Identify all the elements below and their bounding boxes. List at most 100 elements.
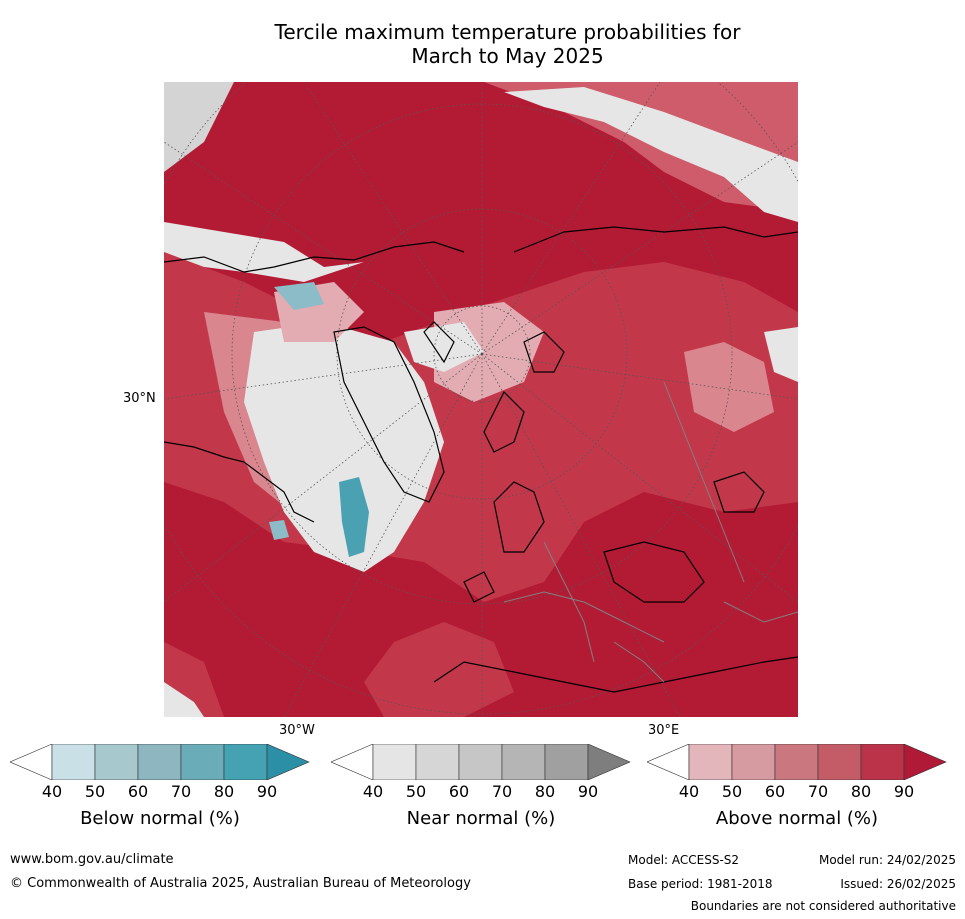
near-normal-area-north-atlantic — [164, 222, 364, 282]
near-normal-area-siberia — [764, 327, 798, 382]
footer-disclaimer: Boundaries are not considered authoritat… — [690, 899, 956, 913]
footer-base-period: Base period: 1981-2018 — [628, 877, 773, 891]
near-swatch-5 — [544, 744, 589, 780]
coast-svalbard-west — [423, 321, 455, 364]
chart-title: Tercile maximum temperature probabilitie… — [200, 20, 815, 68]
footer-model-run: Model run: 24/02/2025 — [818, 853, 956, 867]
footer-url[interactable]: www.bom.gov.au/climate — [10, 852, 174, 867]
border-russia-west — [663, 381, 745, 583]
above-swatch-3 — [774, 744, 819, 780]
near-swatch-2 — [415, 744, 460, 780]
above-swatch-2 — [731, 744, 776, 780]
below-swatch-5 — [223, 744, 268, 780]
above-tick-40: 40 — [678, 782, 700, 801]
below-swatch-2 — [94, 744, 139, 780]
title-line-2: March to May 2025 — [411, 44, 604, 68]
near-tick-70: 70 — [491, 782, 513, 801]
near-normal-area-nw — [164, 82, 234, 172]
longitude-label-30e: 30°E — [648, 723, 680, 738]
longitude-label-30w: 30°W — [279, 723, 315, 738]
near-normal-area-sw — [164, 682, 204, 717]
coast-greenland — [333, 326, 445, 503]
map-canvas — [164, 82, 798, 717]
coast-scandinavia — [493, 481, 545, 553]
colorbar-above-normal-swatches — [647, 744, 947, 780]
above-tick-70: 70 — [807, 782, 829, 801]
footer-copyright: © Commonwealth of Australia 2025, Austra… — [10, 876, 471, 891]
below-tick-60: 60 — [127, 782, 149, 801]
above-tick-50: 50 — [721, 782, 743, 801]
probability-map[interactable] — [164, 82, 798, 717]
coastlines — [164, 226, 798, 693]
below-swatch-0 — [10, 744, 53, 780]
footer-model: Model: ACCESS-S2 — [628, 853, 740, 867]
below-tick-70: 70 — [170, 782, 192, 801]
near-normal-area-greenland — [244, 322, 444, 572]
near-tick-50: 50 — [405, 782, 427, 801]
near-tick-90: 90 — [577, 782, 599, 801]
above-tick-80: 80 — [850, 782, 872, 801]
coast-novaya-zemlya — [523, 331, 565, 373]
meridian-60w — [164, 353, 483, 603]
latitude-label-30n: 30°N — [123, 391, 156, 406]
colorbar-below-normal-swatches — [10, 744, 310, 780]
parallel-80 — [433, 305, 531, 403]
parallel-60 — [336, 208, 628, 500]
border-europe-2 — [543, 541, 595, 663]
near-tick-80: 80 — [534, 782, 556, 801]
below-swatch-4 — [180, 744, 225, 780]
below-normal-area-labrador — [339, 477, 369, 557]
above-area-siberia — [684, 342, 774, 432]
meridian-120e — [481, 141, 798, 355]
above-swatch-0 — [647, 744, 690, 780]
colorbar-above-normal — [647, 744, 947, 780]
near-tick-40: 40 — [362, 782, 384, 801]
below-tick-80: 80 — [213, 782, 235, 801]
colorbar-above-title: Above normal (%) — [715, 808, 879, 829]
country-borders — [503, 381, 798, 683]
parallel-45 — [231, 103, 733, 605]
border-central-asia — [723, 601, 798, 623]
below-swatch-6 — [266, 744, 310, 780]
near-swatch-6 — [587, 744, 631, 780]
above-swatch-4 — [817, 744, 862, 780]
colorbar-near-normal — [331, 744, 631, 780]
coast-british-isles — [463, 571, 495, 603]
near-swatch-3 — [458, 744, 503, 780]
coast-iceland — [483, 390, 525, 453]
colorbar-near-normal-swatches — [331, 744, 631, 780]
near-swatch-1 — [372, 744, 417, 780]
below-tick-50: 50 — [84, 782, 106, 801]
coast-hudson-bay — [164, 441, 315, 523]
coast-mediterranean — [433, 656, 798, 693]
above-tick-90: 90 — [893, 782, 915, 801]
meridian-90w — [164, 353, 483, 400]
colorbar-below-title: Below normal (%) — [80, 808, 240, 829]
near-normal-area-central-arctic — [404, 322, 484, 372]
meridian-30w — [283, 353, 483, 717]
below-tick-90: 90 — [256, 782, 278, 801]
footer-issued: Issued: 26/02/2025 — [840, 877, 956, 891]
coast-caspian — [713, 471, 765, 513]
graticule — [164, 82, 798, 717]
colorbar-near-title: Near normal (%) — [406, 808, 556, 829]
above-swatch-5 — [860, 744, 905, 780]
meridian-30e — [481, 353, 681, 717]
below-swatch-1 — [51, 744, 96, 780]
near-swatch-4 — [501, 744, 546, 780]
colorbar-below-normal — [10, 744, 310, 780]
above-swatch-6 — [903, 744, 947, 780]
near-normal-area-arctic-ne — [504, 87, 798, 222]
below-tick-40: 40 — [41, 782, 63, 801]
below-swatch-3 — [137, 744, 182, 780]
border-balkans — [613, 641, 665, 683]
coast-siberia-north — [513, 226, 798, 253]
below-normal-area-canada — [269, 520, 289, 540]
meridian-60e — [481, 353, 798, 603]
above-area-north-atlantic-south — [364, 622, 514, 717]
above-swatch-1 — [688, 744, 733, 780]
title-line-1: Tercile maximum temperature probabilitie… — [274, 20, 741, 44]
below-normal-area-arctic — [274, 282, 324, 310]
meridian-90e — [481, 353, 798, 400]
above-area-arctic-ne — [484, 82, 798, 212]
